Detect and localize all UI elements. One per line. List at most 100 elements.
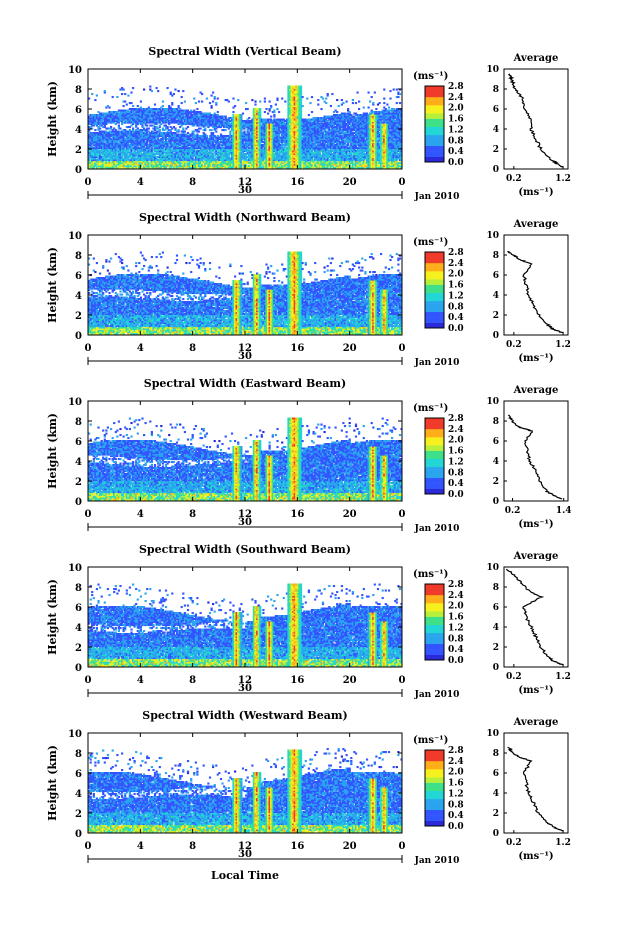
heatmap-cell: [290, 123, 293, 126]
heatmap-cell: [132, 121, 135, 124]
heatmap-cell: [238, 147, 241, 150]
heatmap-cell: [191, 115, 194, 118]
heatmap-cell: [249, 136, 252, 139]
heatmap-cell: [164, 153, 168, 156]
heatmap-cell: [91, 154, 94, 157]
heatmap-cell: [243, 136, 246, 139]
heatmap-cell: [309, 163, 312, 166]
heatmap-cell: [193, 118, 196, 121]
heatmap-cell: [216, 160, 219, 163]
heatmap-cell: [182, 114, 185, 117]
heatmap-cell: [133, 120, 136, 123]
heatmap-cell: [155, 121, 158, 124]
heatmap-cell: [202, 132, 205, 135]
heatmap-cell: [199, 117, 202, 120]
heatmap-cell: [237, 118, 240, 121]
heatmap-cell: [292, 160, 295, 163]
heatmap-cell: [298, 141, 301, 144]
heatmap-cell: [117, 121, 120, 124]
heatmap-cell: [180, 142, 183, 145]
heatmap-cell: [257, 141, 260, 144]
heatmap-cell: [265, 141, 268, 144]
heatmap-cell: [210, 133, 213, 136]
heatmap-cell: [289, 93, 292, 96]
heatmap-cell: [110, 115, 113, 118]
heatmap-cell: [147, 112, 150, 115]
heatmap-cell: [185, 118, 188, 121]
heatmap-cell: [237, 133, 240, 136]
heatmap-cell: [282, 162, 285, 165]
heatmap-cell: [114, 153, 117, 156]
heatmap-cell: [293, 85, 296, 88]
heatmap-cell: [289, 94, 292, 97]
heatmap-cell: [166, 118, 169, 121]
heatmap-cell: [117, 112, 120, 115]
heatmap-cell: [163, 148, 166, 151]
heatmap-cell: [254, 153, 257, 156]
heatmap-cell: [196, 135, 199, 138]
heatmap-cell: [278, 136, 281, 139]
heatmap-cell: [235, 118, 238, 121]
heatmap-cell: [270, 141, 273, 144]
heatmap-cell: [229, 136, 232, 139]
heatmap-cell: [216, 138, 219, 141]
heatmap-cell: [299, 102, 303, 105]
heatmap-cell: [208, 147, 212, 150]
heatmap-cell: [94, 154, 97, 157]
heatmap-cell: [147, 145, 150, 148]
heatmap-cell: [284, 163, 287, 166]
heatmap-cell: [185, 133, 188, 136]
heatmap-cell: [282, 156, 285, 159]
heatmap-cell: [235, 115, 238, 118]
heatmap-cell: [105, 160, 108, 163]
heatmap-cell: [155, 148, 158, 151]
heatmap-cell: [207, 151, 210, 154]
heatmap-cell: [174, 141, 177, 144]
heatmap-cell: [298, 138, 301, 141]
heatmap-cell: [290, 139, 293, 142]
heatmap-cell: [293, 90, 296, 93]
heatmap-cell: [201, 153, 204, 156]
heatmap-cell: [281, 135, 284, 138]
heatmap-cell: [204, 127, 207, 130]
heatmap-cell: [256, 118, 259, 121]
heatmap-cell: [193, 145, 196, 148]
heatmap-cell: [127, 159, 130, 162]
heatmap-cell: [135, 148, 138, 151]
heatmap-cell: [166, 148, 169, 151]
heatmap-cell: [285, 151, 288, 154]
heatmap-cell: [94, 157, 97, 160]
heatmap-cell: [289, 159, 292, 162]
heatmap-cell: [89, 135, 92, 138]
heatmap-cell: [153, 163, 157, 166]
heatmap-cell: [271, 151, 274, 154]
heatmap-cell: [259, 147, 262, 150]
heatmap-cell: [155, 151, 158, 154]
heatmap-cell: [133, 157, 136, 160]
heatmap-cell: [219, 160, 223, 163]
heatmap-cell: [117, 130, 120, 133]
heatmap-cell: [185, 154, 188, 157]
heatmap-cell: [116, 120, 119, 123]
heatmap-cell: [106, 166, 109, 169]
heatmap-cell: [169, 133, 172, 136]
heatmap-cell: [218, 141, 221, 144]
heatmap-cell: [95, 133, 98, 136]
heatmap-cell: [94, 135, 97, 138]
heatmap-cell: [246, 159, 249, 162]
heatmap-cell: [276, 97, 279, 100]
heatmap-cell: [232, 159, 235, 162]
heatmap-cell: [168, 120, 171, 123]
heatmap-cell: [141, 144, 144, 147]
heatmap-cell: [301, 145, 304, 148]
heatmap-cell: [216, 117, 219, 120]
heatmap-cell: [224, 156, 227, 159]
heatmap-cell: [161, 105, 164, 108]
heatmap-cell: [256, 109, 259, 112]
heatmap-cell: [289, 166, 292, 169]
heatmap-cell: [97, 136, 100, 139]
heatmap-cell: [301, 142, 304, 145]
heatmap-cell: [197, 127, 201, 130]
heatmap-cell: [175, 160, 179, 163]
heatmap-cell: [226, 165, 229, 168]
